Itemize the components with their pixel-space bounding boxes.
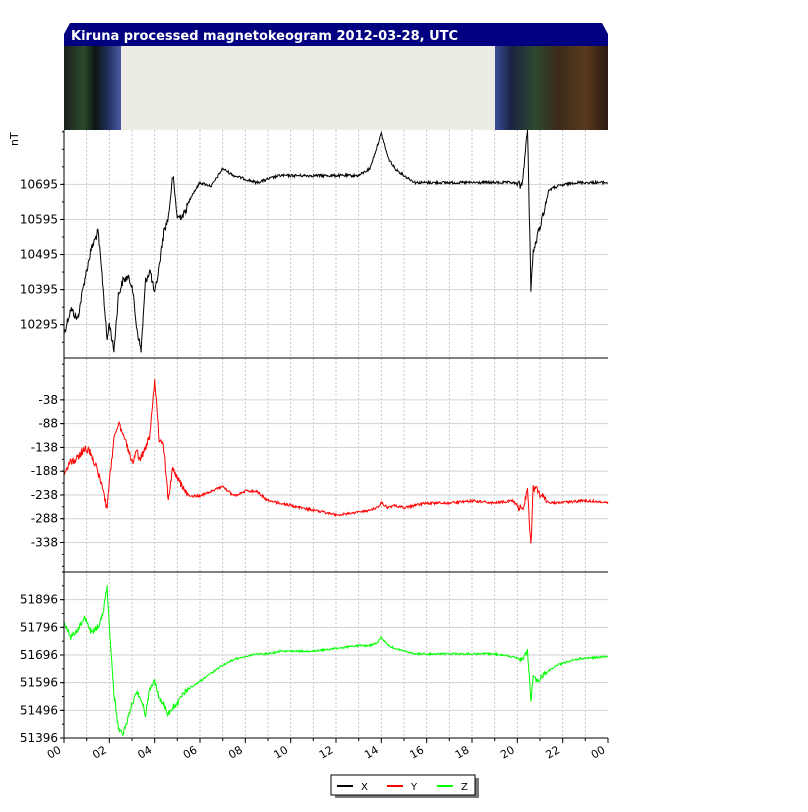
series-x-line (63, 129, 609, 353)
y-tick-label: 10595 (20, 212, 58, 226)
x-tick-label: 16 (408, 743, 427, 761)
x-tick-label: 08 (226, 743, 245, 761)
y-tick-label: 10495 (20, 248, 58, 262)
y-tick-label: 51596 (20, 676, 58, 690)
legend-label-z: Z (461, 782, 468, 793)
y-tick-label: 51796 (20, 620, 58, 634)
keogram-strip (64, 46, 608, 130)
plot-area: 10295 10395 10495 10595 10695 -38 -88 -138 -188 -… (20, 129, 609, 762)
y-tick-label: -338 (31, 536, 58, 550)
x-tick-label: 14 (362, 743, 381, 761)
x-tick-label: 12 (317, 743, 336, 761)
y-tick-label: 51896 (20, 593, 58, 607)
x-tick-label: 00 (45, 743, 64, 761)
y-tick-label: -188 (31, 464, 58, 478)
x-tick-label: 04 (136, 743, 155, 761)
x-tick-label: 06 (181, 743, 200, 761)
y-tick-label: -38 (38, 393, 58, 407)
y-tick-label: 51496 (20, 703, 58, 717)
series-y-line (63, 379, 609, 544)
y-tick-label: 10395 (20, 283, 58, 297)
x-tick-label: 02 (90, 743, 109, 761)
x-tick-label: 20 (498, 743, 517, 761)
y-unit-label: nT (8, 132, 21, 146)
y-tick-label: 10295 (20, 318, 58, 332)
legend-label-x: X (361, 782, 368, 793)
y-tick-label: -288 (31, 512, 58, 526)
legend: X Y Z (330, 774, 479, 798)
y-tick-label: -238 (31, 488, 58, 502)
y-tick-label: -88 (38, 417, 58, 431)
title-bar (64, 23, 608, 46)
y-tick-label: -138 (31, 440, 58, 454)
keogram-right (495, 46, 608, 130)
y-tick-label: 51696 (20, 648, 58, 662)
x-tick-label: 10 (272, 743, 291, 761)
legend-label-y: Y (410, 782, 418, 793)
x-tick-label: 22 (544, 743, 563, 761)
y-tick-label: 51396 (20, 731, 58, 745)
chart-title: Kiruna processed magnetokeogram 2012-03-… (71, 29, 458, 44)
x-tick-label: 00 (589, 743, 608, 761)
series-z-line (63, 585, 609, 737)
keogram-left (64, 46, 121, 130)
x-tick-label: 18 (453, 743, 472, 761)
y-tick-label: 10695 (20, 177, 58, 191)
